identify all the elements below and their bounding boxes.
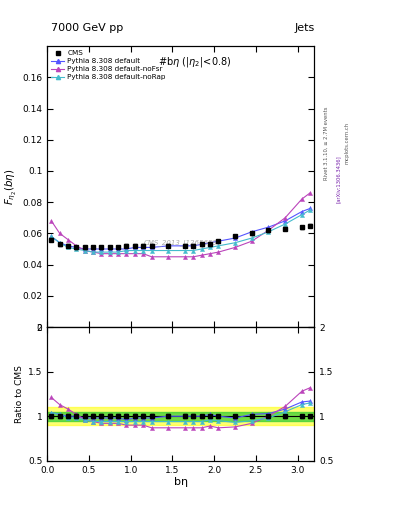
Text: 7000 GeV pp: 7000 GeV pp (51, 23, 123, 33)
Text: Jets: Jets (294, 23, 314, 33)
Text: CMS_2013_I1265659: CMS_2013_I1265659 (144, 240, 218, 246)
X-axis label: bη: bη (174, 477, 188, 487)
Bar (47, 407, 314, 425)
Legend: CMS, Pythia 8.308 default, Pythia 8.308 default-noFsr, Pythia 8.308 default-noRa: CMS, Pythia 8.308 default, Pythia 8.308 … (50, 49, 167, 81)
Bar (47, 412, 314, 421)
Text: [arXiv:1306.3436]: [arXiv:1306.3436] (336, 155, 341, 203)
Y-axis label: $F_{\eta_2}(b\eta)$: $F_{\eta_2}(b\eta)$ (3, 168, 18, 205)
Text: #b$\eta$ ($|\eta_2|$<0.8): #b$\eta$ ($|\eta_2|$<0.8) (158, 54, 231, 69)
Text: Rivet 3.1.10, ≥ 2.7M events: Rivet 3.1.10, ≥ 2.7M events (324, 106, 329, 180)
Text: mcplots.cern.ch: mcplots.cern.ch (345, 122, 350, 164)
Y-axis label: Ratio to CMS: Ratio to CMS (15, 365, 24, 423)
